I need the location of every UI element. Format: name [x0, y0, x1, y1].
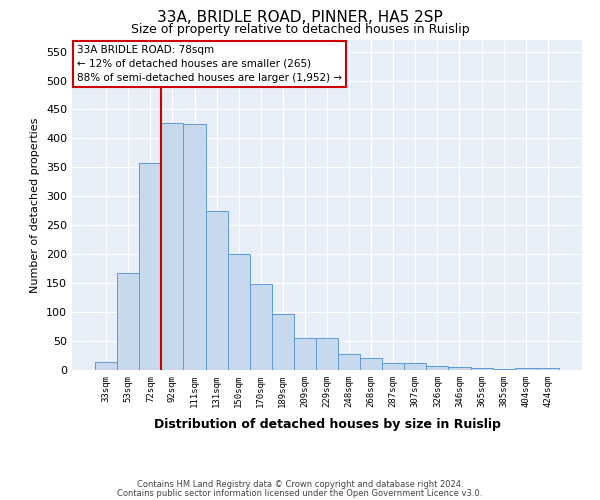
- Text: 33A BRIDLE ROAD: 78sqm
← 12% of detached houses are smaller (265)
88% of semi-de: 33A BRIDLE ROAD: 78sqm ← 12% of detached…: [77, 45, 342, 83]
- Bar: [316, 338, 338, 370]
- Bar: [184, 124, 206, 370]
- Bar: [360, 358, 382, 370]
- Text: 33A, BRIDLE ROAD, PINNER, HA5 2SP: 33A, BRIDLE ROAD, PINNER, HA5 2SP: [157, 10, 443, 25]
- Bar: [338, 354, 360, 370]
- Bar: [470, 368, 493, 370]
- Bar: [537, 368, 559, 370]
- Bar: [227, 254, 250, 370]
- Text: Size of property relative to detached houses in Ruislip: Size of property relative to detached ho…: [131, 22, 469, 36]
- Bar: [272, 314, 294, 370]
- Bar: [95, 362, 117, 370]
- Bar: [139, 164, 161, 370]
- Bar: [250, 284, 272, 370]
- X-axis label: Distribution of detached houses by size in Ruislip: Distribution of detached houses by size …: [154, 418, 500, 431]
- Bar: [515, 368, 537, 370]
- Bar: [382, 363, 404, 370]
- Bar: [427, 366, 448, 370]
- Bar: [117, 272, 139, 370]
- Bar: [448, 367, 470, 370]
- Text: Contains public sector information licensed under the Open Government Licence v3: Contains public sector information licen…: [118, 488, 482, 498]
- Bar: [206, 211, 227, 370]
- Text: Contains HM Land Registry data © Crown copyright and database right 2024.: Contains HM Land Registry data © Crown c…: [137, 480, 463, 489]
- Y-axis label: Number of detached properties: Number of detached properties: [31, 118, 40, 292]
- Bar: [161, 123, 184, 370]
- Bar: [404, 363, 427, 370]
- Bar: [294, 338, 316, 370]
